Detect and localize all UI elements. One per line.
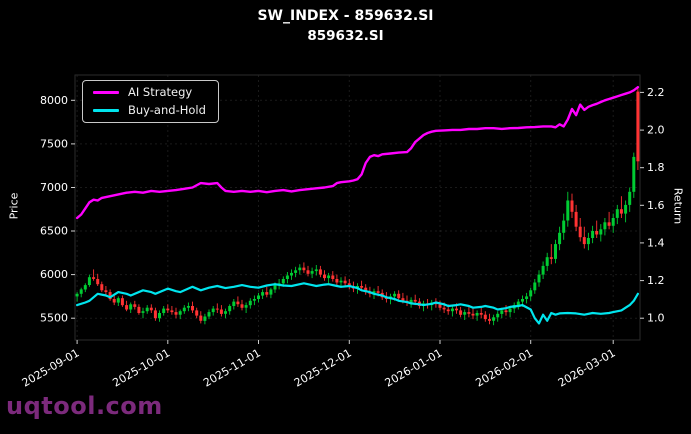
- return-tick-label: 1.0: [647, 312, 665, 325]
- ai-strategy-line: [75, 85, 640, 220]
- buy-and-hold-line-swatch: [93, 108, 119, 112]
- return-tick-label: 1.4: [647, 236, 665, 249]
- date-tick-label: 2025-09-01: [20, 346, 82, 389]
- legend-item-ai-strategy: AI Strategy: [93, 85, 206, 99]
- return-tick-label: 1.8: [647, 161, 665, 174]
- legend-label: AI Strategy: [128, 85, 193, 99]
- date-tick-label: 2026-03-01: [556, 346, 618, 389]
- chart-title: SW_INDEX - 859632.SI: [257, 8, 434, 24]
- return-tick-label: 2.2: [647, 86, 665, 99]
- buy-and-hold-line: [75, 282, 640, 325]
- legend-label: Buy-and-Hold: [128, 102, 206, 117]
- legend-item-buy-and-hold: Buy-and-Hold: [93, 102, 206, 117]
- price-tick-label: 7000: [40, 181, 68, 194]
- watermark: uqtool.com: [6, 392, 163, 420]
- y-axis-label-price: Price: [7, 192, 21, 220]
- date-tick-label: 2025-10-01: [110, 346, 172, 389]
- chart-subtitle: 859632.SI: [307, 28, 384, 44]
- date-axis: 2025-09-01 2025-10-01 2025-11-01 2025-12-01…: [20, 340, 618, 390]
- ai-strategy-line-swatch: [93, 91, 119, 95]
- legend: AI Strategy Buy-and-Hold: [82, 80, 219, 123]
- date-tick-label: 2025-12-01: [292, 346, 354, 389]
- price-tick-label: 8000: [40, 94, 68, 107]
- price-tick-label: 6000: [40, 268, 68, 281]
- plot-frame: [74, 74, 641, 341]
- return-tick-label: 2.0: [647, 124, 665, 137]
- price-tick-label: 5500: [40, 312, 68, 325]
- date-tick-label: 2025-11-01: [201, 346, 263, 389]
- return-axis: 1.0 1.2 1.4 1.6 1.8 2.0 2.2: [640, 86, 665, 325]
- price-axis: 5500 6000 6500 7000 7500 8000: [40, 94, 75, 325]
- return-tick-label: 1.2: [647, 274, 665, 287]
- date-tick-label: 2026-01-01: [383, 346, 445, 389]
- return-tick-label: 1.6: [647, 199, 665, 212]
- price-tick-label: 6500: [40, 225, 68, 238]
- y-axis-label-return: Return: [671, 187, 685, 225]
- price-tick-label: 7500: [40, 137, 68, 150]
- date-tick-label: 2026-02-01: [473, 346, 535, 389]
